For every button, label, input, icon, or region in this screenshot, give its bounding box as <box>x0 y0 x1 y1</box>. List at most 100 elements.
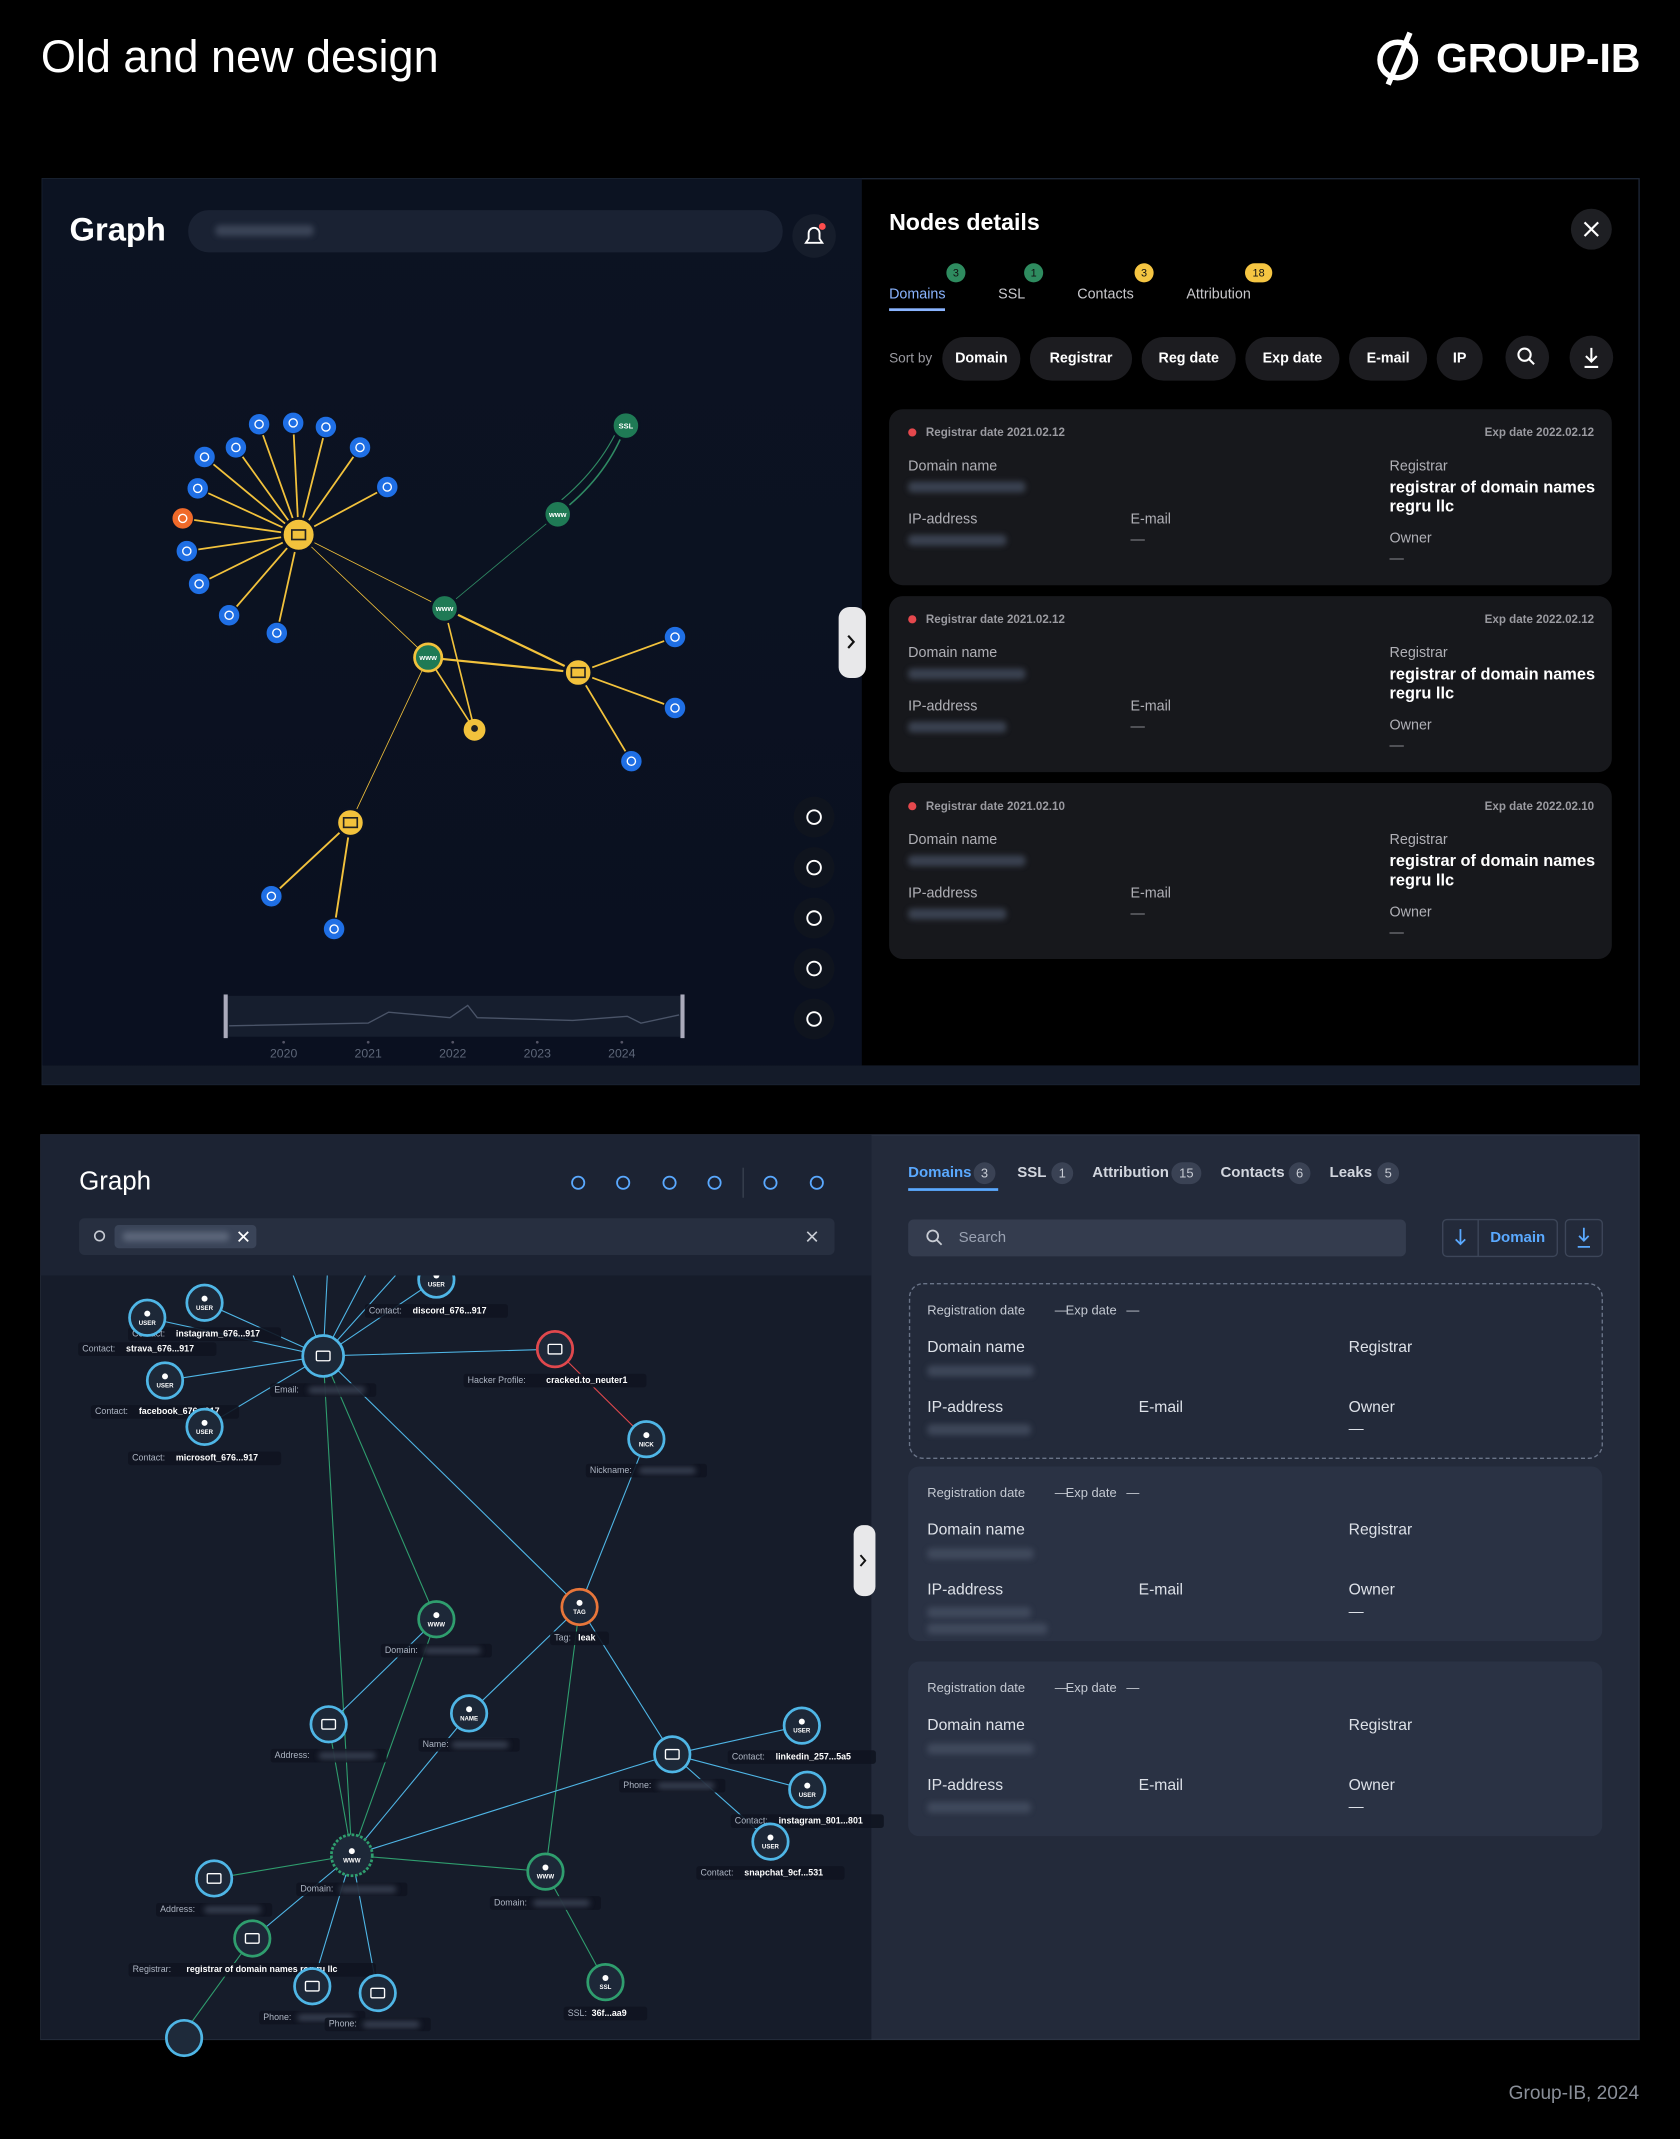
node[interactable] <box>145 1361 185 1400</box>
field-label: Registrar <box>1390 645 1448 661</box>
node[interactable] <box>526 1852 565 1891</box>
tab-count: 3 <box>981 1165 988 1180</box>
node[interactable] <box>185 1283 224 1322</box>
node[interactable] <box>535 1330 575 1369</box>
node[interactable] <box>194 1859 234 1898</box>
node[interactable] <box>627 1420 666 1459</box>
node-icon <box>224 610 234 621</box>
node[interactable] <box>653 1735 692 1774</box>
field-label: Domain name <box>908 645 997 661</box>
tab-label[interactable]: Attribution <box>1092 1164 1169 1181</box>
node[interactable] <box>128 1298 167 1337</box>
search-input[interactable] <box>908 1219 1406 1257</box>
edge <box>328 1618 437 1725</box>
node-label: Registrar: <box>133 1964 171 1974</box>
toolbar-button[interactable] <box>793 796 835 838</box>
notifications-button[interactable] <box>792 214 836 258</box>
tab-label[interactable]: Contacts <box>1220 1164 1284 1181</box>
node[interactable] <box>309 1705 348 1744</box>
node[interactable] <box>560 1587 599 1627</box>
toolbar-button[interactable] <box>805 1170 830 1195</box>
node[interactable] <box>788 1770 827 1809</box>
tab-count: 1 <box>1059 1165 1066 1180</box>
node <box>610 410 641 441</box>
domain-card[interactable] <box>889 783 1612 960</box>
tab-label[interactable]: SSL <box>998 286 1025 302</box>
node-icon-text: NICK <box>639 1441 655 1448</box>
toolbar-button[interactable] <box>793 948 835 990</box>
node-icon <box>231 442 241 453</box>
node-icon-text: USER <box>156 1383 174 1390</box>
node-label: Phone: <box>623 1780 651 1790</box>
node[interactable] <box>301 1334 345 1378</box>
search-icon <box>926 1229 940 1243</box>
toolbar-button[interactable] <box>611 1170 636 1195</box>
new-graph-area <box>40 1134 872 2040</box>
sort-button[interactable] <box>1349 336 1428 381</box>
timeline-year: 2020 <box>270 1047 297 1061</box>
sort-button[interactable] <box>942 336 1021 381</box>
node <box>164 2018 204 2058</box>
node-label: Phone: <box>263 2012 291 2022</box>
node-value: 36f...aa9 <box>592 2008 627 2018</box>
node[interactable] <box>233 1919 272 1958</box>
tab-label[interactable]: Attribution <box>1186 286 1250 302</box>
sort-button[interactable] <box>1436 336 1483 381</box>
exp-date-label: Exp date <box>1066 1680 1117 1695</box>
field-label: Owner <box>1390 531 1432 547</box>
node-icon <box>433 1612 440 1619</box>
blurred-text <box>308 1386 366 1394</box>
node <box>281 411 305 435</box>
node <box>542 499 573 530</box>
search-bar[interactable] <box>79 1218 835 1256</box>
tab-label[interactable]: Domains <box>908 1164 971 1181</box>
tab-label[interactable]: SSL <box>1017 1164 1046 1181</box>
node[interactable] <box>586 1963 625 2002</box>
field-label: Owner <box>1390 718 1432 734</box>
node[interactable] <box>782 1706 821 1745</box>
tab-label[interactable]: Contacts <box>1077 286 1133 302</box>
toolbar-button[interactable] <box>793 847 835 889</box>
toolbar-button[interactable] <box>758 1170 783 1195</box>
domain-card[interactable] <box>889 596 1612 773</box>
blurred-text <box>423 1647 482 1655</box>
node-icon <box>767 1834 774 1841</box>
sort-button[interactable] <box>1141 336 1236 381</box>
sort-button[interactable] <box>1442 1218 1558 1258</box>
toolbar-button[interactable] <box>793 897 835 939</box>
search-bar[interactable] <box>188 210 783 253</box>
node-icon <box>664 1748 680 1760</box>
node[interactable] <box>417 1600 456 1639</box>
node[interactable] <box>330 1833 374 1878</box>
toolbar-icon <box>571 1175 586 1190</box>
timeline-handle[interactable] <box>223 994 228 1039</box>
node-value: discord_676...917 <box>413 1305 487 1315</box>
toolbar-button[interactable] <box>566 1170 591 1195</box>
sort-button[interactable] <box>1245 336 1340 381</box>
blurred-text <box>203 1906 262 1914</box>
domain-card[interactable] <box>908 1466 1603 1642</box>
tab-underline <box>889 308 945 312</box>
toolbar-button[interactable] <box>702 1170 727 1195</box>
domain-card[interactable] <box>908 1282 1603 1459</box>
node[interactable] <box>358 1973 397 2013</box>
domain-card[interactable] <box>889 409 1612 586</box>
domain-card[interactable] <box>908 1661 1603 1837</box>
icon-button[interactable] <box>1505 335 1550 380</box>
timeline-handle[interactable] <box>680 994 685 1039</box>
toolbar-button[interactable] <box>657 1170 682 1195</box>
edge <box>235 446 300 536</box>
node[interactable] <box>751 1822 790 1861</box>
toolbar-button[interactable] <box>793 998 835 1040</box>
node-text: www <box>435 604 454 613</box>
node[interactable] <box>293 1967 332 2006</box>
logo-text: GROUP-IB <box>1436 35 1640 81</box>
field-label: E-mail <box>1139 1399 1183 1416</box>
node[interactable] <box>450 1694 489 1733</box>
node-icon <box>643 1432 650 1439</box>
field-label: E-mail <box>1139 1582 1183 1599</box>
tab-label[interactable]: Leaks <box>1330 1164 1373 1181</box>
sort-button[interactable] <box>1029 336 1133 381</box>
node[interactable] <box>185 1407 224 1447</box>
tab-label[interactable]: Domains <box>889 286 945 302</box>
